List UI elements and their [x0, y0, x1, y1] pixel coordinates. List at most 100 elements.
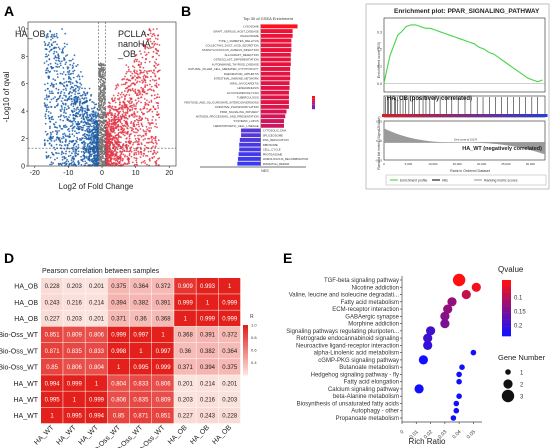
volcano-point-ns	[102, 113, 104, 116]
gsea-bar-label: OSTEOCLAST_DIFFERENTIATION	[214, 58, 259, 62]
volcano-point	[83, 145, 86, 148]
volcano-annotation-right: PCLLA-nanoHA _OB	[117, 29, 151, 59]
volcano-point	[63, 155, 66, 158]
volcano-point	[84, 110, 86, 112]
volcano-point	[128, 154, 131, 157]
volcano-point	[82, 160, 84, 163]
volcano-point	[118, 112, 120, 115]
heatmap-cell-value: 1	[139, 349, 143, 355]
heatmap-cell	[218, 278, 241, 294]
volcano-point	[88, 157, 91, 160]
volcano-point	[146, 128, 149, 131]
volcano-point	[64, 124, 67, 127]
qvalue-gradient-cell	[502, 294, 511, 297]
enrichment-top-panel: 0.00.10.20.3	[377, 17, 546, 93]
volcano-point	[90, 118, 92, 121]
volcano-point	[73, 163, 76, 166]
volcano-point	[46, 98, 49, 101]
enrichment-legend-box	[385, 174, 547, 186]
volcano-point	[139, 150, 142, 153]
hits-gradient-cell	[435, 114, 441, 117]
volcano-point	[75, 109, 77, 111]
colorbar-cell	[243, 325, 248, 328]
volcano-point	[51, 33, 53, 36]
volcano-point-ns	[101, 98, 103, 101]
volcano-point	[84, 100, 87, 103]
volcano-point	[137, 134, 140, 137]
volcano-point	[105, 124, 108, 126]
gene-number-legend-label: 1	[520, 371, 524, 377]
volcano-point	[85, 162, 88, 164]
volcano-point	[115, 141, 117, 144]
volcano-point	[129, 74, 132, 77]
volcano-point	[155, 58, 158, 61]
volcano-point	[68, 133, 71, 136]
volcano-point	[81, 142, 84, 145]
volcano-point-ns	[99, 74, 102, 77]
volcano-point	[135, 159, 138, 162]
volcano-point	[128, 105, 131, 108]
volcano-point	[142, 139, 145, 141]
volcano-point	[76, 147, 79, 150]
volcano-point	[48, 50, 51, 53]
heatmap-cell	[107, 326, 130, 343]
bubble-point	[423, 333, 433, 343]
enrichment-bottom-panel: Zero cross at 15176-0.250.000.250 5,000 10…	[375, 96, 546, 166]
gsea-bar	[260, 52, 291, 57]
volcano-point	[116, 114, 119, 117]
volcano-point-ns	[99, 134, 102, 137]
volcano-point	[75, 115, 78, 117]
volcano-point	[114, 154, 117, 157]
volcano-point	[90, 95, 92, 97]
hits-gradient-cell	[382, 114, 387, 117]
volcano-point	[76, 138, 79, 141]
volcano-point-ns	[104, 132, 106, 134]
volcano-point-ns	[103, 82, 105, 85]
volcano-point	[71, 152, 73, 155]
ranked-metric-y-label: Ranked list metric (Signal2Noise)	[377, 116, 381, 169]
volcano-point	[112, 144, 114, 147]
volcano-point	[154, 61, 156, 63]
volcano-point	[123, 119, 126, 122]
volcano-point	[68, 75, 70, 78]
bubble-category-label: Biosynthesis of unsaturated fatty acids	[297, 401, 399, 407]
volcano-point	[148, 101, 151, 104]
gsea-color-key-swatch	[312, 104, 315, 107]
volcano-point	[65, 126, 68, 128]
volcano-point	[58, 163, 60, 166]
volcano-point	[93, 157, 96, 160]
volcano-point	[139, 80, 141, 83]
volcano-point	[60, 100, 63, 102]
gsea-bar-label: STAPHYLOCOCCUS_AUREUS_INFECTION	[202, 48, 259, 52]
volcano-point	[48, 116, 51, 119]
volcano-point	[157, 34, 160, 37]
volcano-point	[45, 108, 48, 111]
volcano-point	[68, 150, 71, 153]
bubble-category-label: Propanoate metabolism	[336, 416, 399, 422]
qvalue-gradient-cell	[502, 310, 511, 313]
volcano-point	[122, 143, 125, 145]
heatmap-cell-value: 0.85	[46, 365, 58, 371]
bubble-category-label: Retrograde endocannabinoid signaling	[296, 336, 399, 342]
volcano-point	[63, 92, 66, 94]
volcano-point	[132, 76, 134, 79]
volcano-point	[73, 118, 75, 120]
volcano-point	[126, 110, 129, 113]
volcano-point	[47, 106, 50, 109]
volcano-point	[139, 134, 141, 137]
volcano-point	[78, 88, 81, 90]
volcano-point	[86, 114, 89, 117]
volcano-point-ns	[99, 96, 101, 99]
volcano-point	[82, 150, 85, 153]
volcano-point	[70, 59, 72, 62]
volcano-point	[154, 140, 157, 142]
heatmap-cell	[63, 391, 85, 408]
volcano-point	[145, 146, 148, 149]
volcano-point	[73, 54, 76, 57]
volcano-point-ns	[103, 143, 105, 146]
heatmap-cell-value: 0.833	[89, 349, 105, 355]
volcano-point	[147, 129, 150, 132]
heatmap-cell-value: 0.375	[222, 365, 238, 371]
volcano-point	[124, 83, 127, 86]
volcano-point	[95, 111, 97, 114]
